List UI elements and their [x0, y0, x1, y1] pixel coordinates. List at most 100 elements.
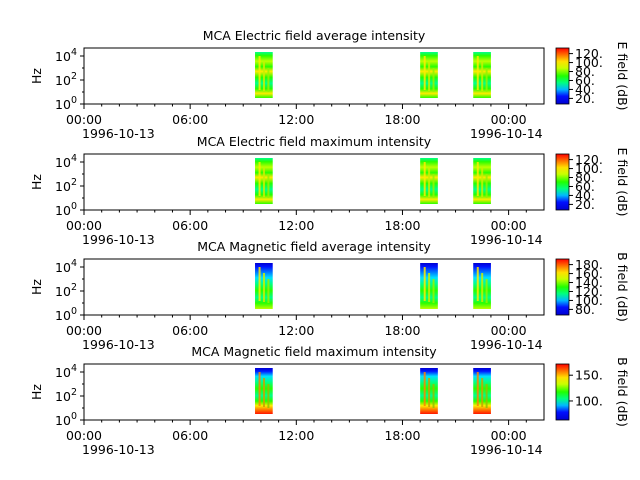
- data-block-streak: [423, 267, 426, 301]
- data-block-streak: [258, 56, 261, 90]
- data-block-streak: [423, 162, 426, 196]
- colorbar-tick-label: 100.: [575, 393, 603, 408]
- data-block-streak: [262, 168, 265, 197]
- data-block-streak: [432, 384, 435, 408]
- x-date-label: 1996-10-14: [470, 442, 543, 457]
- y-tick-label: 104: [55, 258, 77, 275]
- data-block-streak: [485, 174, 488, 198]
- data-block-streak: [258, 162, 261, 196]
- x-date-label: 1996-10-14: [470, 337, 543, 352]
- colorbar-tick-label: 100.: [575, 293, 603, 308]
- data-block-streak: [481, 168, 484, 197]
- data-block-streak: [476, 267, 479, 301]
- x-tick-label: 00:00: [491, 218, 527, 233]
- x-tick-label: 06:00: [172, 112, 208, 127]
- y-tick-label: 104: [55, 363, 77, 380]
- y-tick-label: 100: [55, 201, 77, 218]
- x-tick-label: 00:00: [491, 112, 527, 127]
- data-block-streak: [262, 62, 265, 91]
- data-block-streak: [267, 174, 270, 198]
- data-block-streak: [485, 384, 488, 408]
- y-tick-label: 100: [55, 411, 77, 428]
- colorbar-label: E field (dB): [615, 41, 630, 110]
- colorbar-tick-label: 100.: [575, 55, 603, 70]
- x-date-label: 1996-10-14: [470, 232, 543, 247]
- data-block-streak: [432, 279, 435, 303]
- x-tick-label: 18:00: [384, 323, 420, 338]
- x-tick-label: 00:00: [491, 323, 527, 338]
- x-tick-label: 12:00: [278, 428, 314, 443]
- data-block-streak: [476, 162, 479, 196]
- colorbar-label: B field (dB): [615, 252, 630, 322]
- data-block-streak: [428, 168, 431, 197]
- data-block-streak: [428, 273, 431, 302]
- data-block-streak: [476, 372, 479, 406]
- chart-title: MCA Magnetic field average intensity: [197, 239, 431, 254]
- colorbar-label: B field (dB): [615, 357, 630, 427]
- x-date-label: 1996-10-14: [470, 126, 543, 141]
- y-axis-label: Hz: [29, 279, 44, 295]
- colorbar: [555, 258, 570, 316]
- data-block-streak: [476, 56, 479, 90]
- colorbar: [555, 47, 570, 105]
- x-date-label: 1996-10-13: [82, 126, 155, 141]
- x-date-label: 1996-10-13: [82, 442, 155, 457]
- data-block-streak: [262, 273, 265, 302]
- data-block-streak: [423, 56, 426, 90]
- x-date-label: 1996-10-13: [82, 337, 155, 352]
- colorbar-tick-label: 40.: [575, 188, 595, 203]
- data-block-streak: [481, 273, 484, 302]
- x-tick-label: 06:00: [172, 428, 208, 443]
- colorbar-tick-label: 20.: [575, 91, 595, 106]
- y-tick-label: 104: [55, 47, 77, 64]
- x-tick-label: 00:00: [66, 428, 102, 443]
- colorbar-tick-label: 150.: [575, 368, 603, 383]
- y-axis-label: Hz: [29, 384, 44, 400]
- colorbar-tick-label: 180.: [575, 257, 603, 272]
- colorbar-label: E field (dB): [615, 147, 630, 216]
- colorbar-tick-label: 120.: [575, 152, 603, 167]
- y-tick-label: 102: [55, 387, 77, 404]
- data-block-streak: [485, 68, 488, 92]
- y-axis-label: Hz: [29, 68, 44, 84]
- colorbar-tick-label: 60.: [575, 73, 595, 88]
- data-block-streak: [481, 62, 484, 91]
- x-tick-label: 00:00: [66, 218, 102, 233]
- colorbar-tick-label: 160.: [575, 266, 603, 281]
- x-tick-label: 06:00: [172, 323, 208, 338]
- data-block-streak: [481, 378, 484, 407]
- colorbar: [555, 363, 570, 421]
- data-block-streak: [428, 62, 431, 91]
- x-tick-label: 12:00: [278, 112, 314, 127]
- colorbar-tick-label: 80.: [575, 302, 595, 317]
- colorbar-tick-label: 80.: [575, 170, 595, 185]
- data-block-streak: [485, 279, 488, 303]
- data-block-streak: [432, 68, 435, 92]
- chart-title: MCA Electric field average intensity: [203, 28, 426, 43]
- x-tick-label: 12:00: [278, 323, 314, 338]
- colorbar-tick-label: 80.: [575, 64, 595, 79]
- colorbar-tick-label: 60.: [575, 179, 595, 194]
- x-tick-label: 18:00: [384, 218, 420, 233]
- x-tick-label: 12:00: [278, 218, 314, 233]
- data-block-streak: [267, 384, 270, 408]
- x-tick-label: 00:00: [66, 112, 102, 127]
- x-date-label: 1996-10-13: [82, 232, 155, 247]
- y-tick-label: 100: [55, 306, 77, 323]
- colorbar-tick-label: 120.: [575, 46, 603, 61]
- colorbar-tick-label: 120.: [575, 284, 603, 299]
- y-tick-label: 104: [55, 153, 77, 170]
- data-block-streak: [432, 174, 435, 198]
- x-tick-label: 18:00: [384, 428, 420, 443]
- data-block-streak: [258, 267, 261, 301]
- y-tick-label: 102: [55, 71, 77, 88]
- colorbar-tick-label: 100.: [575, 161, 603, 176]
- colorbar-tick-label: 40.: [575, 82, 595, 97]
- chart-panel-1: MCA Electric field average intensity 100 1…: [29, 28, 630, 141]
- colorbar: [555, 153, 570, 211]
- chart-title: MCA Magnetic field maximum intensity: [191, 344, 437, 359]
- x-tick-label: 00:00: [66, 323, 102, 338]
- colorbar-tick-label: 140.: [575, 275, 603, 290]
- y-tick-label: 102: [55, 282, 77, 299]
